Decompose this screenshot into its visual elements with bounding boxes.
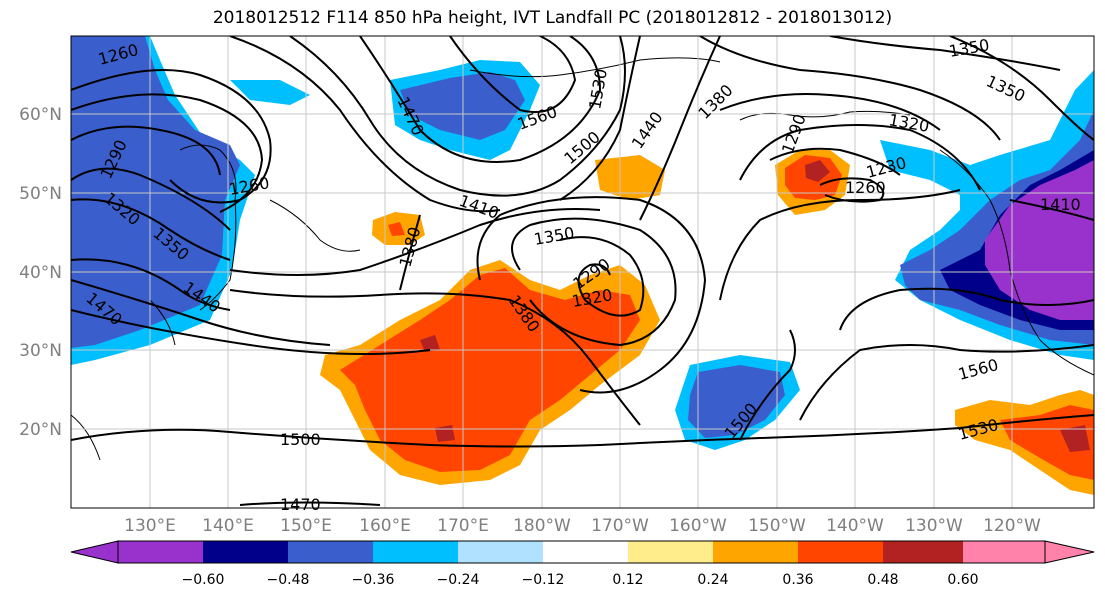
- colorbar-tick-label: −0.48: [267, 572, 310, 588]
- lon-label: 130°E: [124, 516, 176, 536]
- colorbar-swatch: [963, 541, 1045, 563]
- lon-label: 160°E: [359, 516, 411, 536]
- colorbar-tick-label: −0.60: [182, 572, 225, 588]
- colorbar-swatch: [373, 541, 458, 563]
- height-contours: [71, 36, 1094, 506]
- graticule: [71, 36, 1094, 508]
- colorbar-tick-label: 0.60: [947, 572, 978, 588]
- lat-label: 40°N: [19, 263, 62, 283]
- lon-label: 180°W: [513, 516, 571, 536]
- lon-label: 170°E: [437, 516, 489, 536]
- colorbar-extend-low: [70, 540, 119, 564]
- map-frame: [70, 35, 1095, 509]
- longitude-labels: 130°E 140°E 150°E 160°E 170°E 180°W 170°…: [124, 516, 1041, 536]
- colorbar-swatch: [883, 541, 963, 563]
- contour-label: 1470: [280, 495, 321, 514]
- contour-label: 1410: [1040, 195, 1081, 214]
- lon-label: 170°W: [591, 516, 649, 536]
- colorbar-tick-label: −0.36: [352, 572, 395, 588]
- colorbar-tick-label: 0.24: [697, 572, 728, 588]
- colorbar: −0.60 −0.48 −0.36 −0.24 −0.12 0.12 0.24 …: [70, 540, 1095, 588]
- colorbar-swatch: [713, 541, 798, 563]
- colorbar-swatch: [118, 541, 203, 563]
- lat-label: 60°N: [19, 105, 62, 125]
- lon-label: 140°E: [202, 516, 254, 536]
- lat-label: 20°N: [19, 420, 62, 440]
- colorbar-tick-label: −0.24: [437, 572, 480, 588]
- colorbar-swatch: [458, 541, 543, 563]
- colorbar-swatch: [628, 541, 713, 563]
- lat-label: 30°N: [19, 341, 62, 361]
- colorbar-swatch: [798, 541, 883, 563]
- colorbar-swatch: [288, 541, 373, 563]
- lat-label: 50°N: [19, 184, 62, 204]
- colorbar-swatch: [543, 541, 628, 563]
- colorbar-tick-label: 0.36: [782, 572, 813, 588]
- lon-label: 140°W: [826, 516, 884, 536]
- colorbar-swatch: [203, 541, 288, 563]
- lon-label: 160°W: [669, 516, 727, 536]
- lon-label: 150°W: [748, 516, 806, 536]
- colorbar-tick-label: −0.12: [522, 572, 565, 588]
- lon-label: 150°E: [280, 516, 332, 536]
- colorbar-extend-high: [1044, 540, 1095, 564]
- map-title: 2018012512 F114 850 hPa height, IVT Land…: [212, 8, 893, 28]
- lon-label: 120°W: [983, 516, 1041, 536]
- contour-label: 1500: [280, 430, 321, 449]
- colorbar-tick-label: 0.12: [612, 572, 643, 588]
- latitude-labels: 60°N 50°N 40°N 30°N 20°N: [19, 105, 62, 440]
- lon-label: 130°W: [905, 516, 963, 536]
- contour-label: 1260: [845, 178, 886, 197]
- colorbar-tick-label: 0.48: [867, 572, 898, 588]
